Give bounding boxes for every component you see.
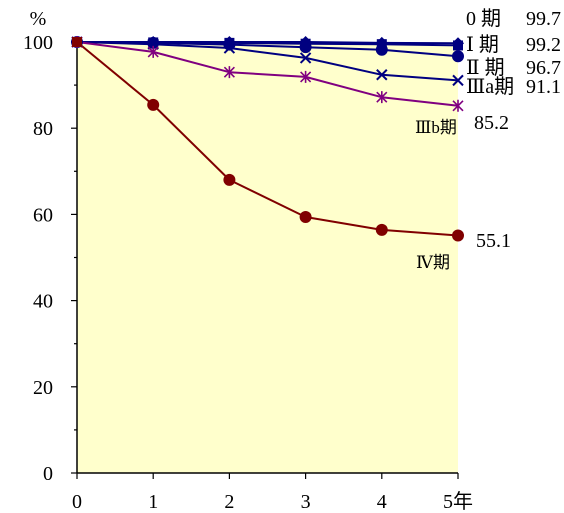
series-name-label-1: Ⅰ 期: [466, 34, 499, 56]
data-point-4-5: [452, 99, 464, 112]
data-point-2-4: [375, 43, 388, 56]
x-tick-label-3: 3: [301, 491, 311, 513]
series-end-value-label-2: 96.7: [526, 57, 561, 79]
x-tick-label-2: 2: [224, 491, 234, 513]
data-point-3-5: [452, 74, 464, 87]
data-point-4-3: [300, 70, 312, 83]
y-tick-label-2: 40: [33, 291, 53, 313]
x-tick-label-0: 0: [72, 491, 82, 513]
x-tick-label-4: 4: [377, 491, 387, 513]
series-end-value-label-5: 55.1: [476, 230, 511, 252]
series-lines: [76, 41, 459, 237]
data-point-5-4: [375, 223, 388, 236]
data-point-5-1: [147, 98, 160, 111]
series-markers-5: [72, 37, 464, 242]
y-axis-unit-label: %: [30, 8, 47, 30]
y-tick-label-5: 100: [23, 32, 53, 54]
plot-area: [77, 42, 458, 473]
x-tick-label-5: 5年: [443, 490, 473, 513]
series-line-5: [76, 41, 459, 237]
series-end-value-label-1: 99.2: [526, 34, 561, 56]
data-point-1-5: [453, 40, 463, 51]
data-point-4-1: [147, 45, 159, 58]
series-name-label-4: Ⅲb期: [415, 118, 457, 137]
series-line-4: [76, 41, 459, 107]
data-point-4-4: [376, 91, 388, 104]
series-name-label-2: Ⅱ 期: [466, 57, 505, 79]
data-point-4-2: [223, 66, 235, 79]
series-end-value-label-0: 99.7: [526, 8, 561, 30]
y-tick-label-0: 0: [43, 463, 53, 485]
x-tick-label-1: 1: [148, 491, 158, 513]
data-point-2-5: [452, 50, 464, 63]
data-point-5-0: [72, 37, 82, 47]
data-point-5-2: [223, 173, 236, 186]
y-tick-label-4: 80: [33, 118, 53, 140]
data-point-3-3: [299, 52, 312, 64]
data-point-3-4: [376, 69, 388, 81]
data-point-2-3: [299, 41, 312, 54]
series-name-label-0: 0 期: [466, 8, 501, 30]
data-point-2-2: [223, 38, 236, 51]
series-name-label-3: Ⅲa期: [466, 76, 514, 98]
series-end-value-label-4: 85.2: [474, 112, 509, 134]
series-name-label-5: Ⅳ期: [416, 253, 450, 272]
y-tick-label-3: 60: [33, 204, 53, 226]
data-point-5-3: [299, 210, 312, 223]
series-line-2: [76, 41, 459, 58]
y-tick-label-1: 20: [33, 377, 53, 399]
series-line-3: [76, 41, 459, 82]
data-point-3-2: [223, 42, 236, 54]
data-point-5-5: [452, 229, 464, 242]
series-end-value-label-3: 91.1: [526, 76, 561, 98]
